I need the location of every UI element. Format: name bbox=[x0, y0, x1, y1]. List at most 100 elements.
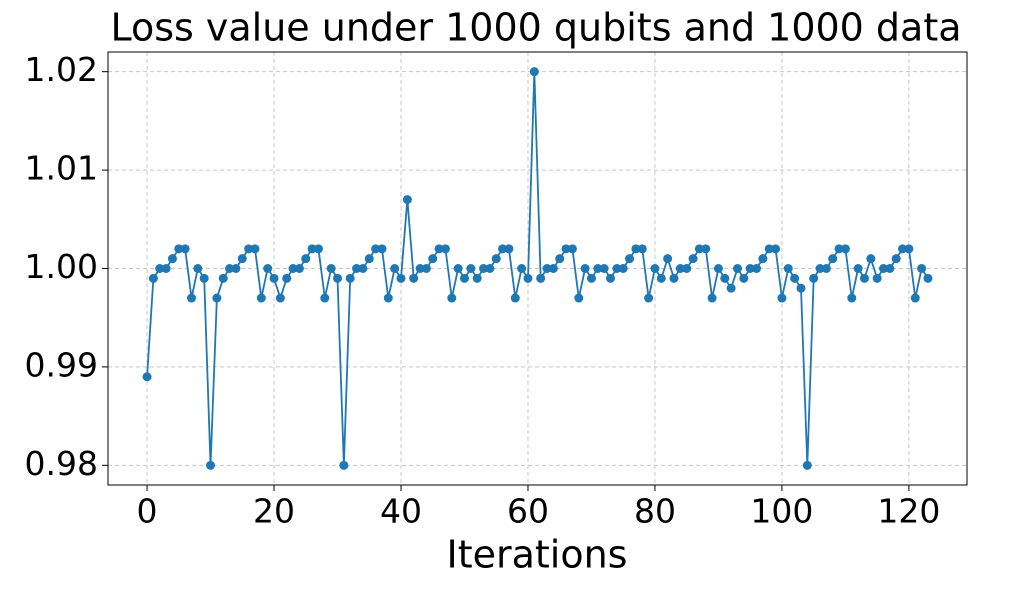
x-axis-label: Iterations bbox=[447, 533, 628, 577]
data-point bbox=[339, 460, 349, 470]
data-point bbox=[872, 273, 882, 283]
data-point bbox=[186, 293, 196, 303]
data-point bbox=[732, 264, 742, 273]
data-point bbox=[390, 264, 400, 273]
data-point bbox=[688, 254, 698, 264]
data-point bbox=[345, 273, 355, 283]
data-point bbox=[199, 273, 209, 283]
data-point bbox=[485, 264, 495, 273]
data-point bbox=[567, 244, 577, 254]
data-point bbox=[783, 264, 793, 273]
data-point bbox=[599, 264, 609, 273]
data-point bbox=[491, 254, 501, 264]
data-point bbox=[161, 264, 171, 273]
data-point bbox=[644, 293, 654, 303]
data-point bbox=[288, 264, 298, 273]
data-point bbox=[206, 460, 216, 470]
data-point bbox=[618, 264, 628, 273]
data-point bbox=[802, 460, 812, 470]
data-point bbox=[237, 254, 247, 264]
y-tick-label: 0.98 bbox=[25, 444, 98, 483]
data-point bbox=[358, 264, 368, 273]
data-point bbox=[866, 254, 876, 264]
x-tick-label: 40 bbox=[380, 492, 422, 531]
data-point bbox=[301, 254, 311, 264]
data-point bbox=[294, 264, 304, 273]
data-point bbox=[275, 293, 285, 303]
data-point bbox=[542, 264, 552, 273]
data-point bbox=[739, 273, 749, 283]
data-point bbox=[682, 264, 692, 273]
data-point bbox=[282, 273, 292, 283]
data-point bbox=[479, 264, 489, 273]
data-point bbox=[244, 244, 254, 254]
data-point bbox=[859, 273, 869, 283]
data-point bbox=[180, 244, 190, 254]
data-point bbox=[415, 264, 425, 273]
data-point bbox=[726, 283, 736, 293]
data-point bbox=[231, 264, 241, 273]
data-point bbox=[694, 244, 704, 254]
data-point bbox=[561, 244, 571, 254]
data-point bbox=[707, 293, 717, 303]
data-point bbox=[263, 264, 273, 273]
data-point bbox=[758, 254, 768, 264]
data-point bbox=[472, 273, 482, 283]
data-point bbox=[809, 273, 819, 283]
data-point bbox=[891, 254, 901, 264]
data-point bbox=[269, 273, 279, 283]
data-point bbox=[447, 293, 457, 303]
data-point bbox=[250, 244, 260, 254]
data-point bbox=[148, 273, 158, 283]
data-point bbox=[428, 254, 438, 264]
data-point bbox=[256, 293, 266, 303]
data-point bbox=[333, 273, 343, 283]
data-point bbox=[847, 293, 857, 303]
data-point bbox=[453, 264, 463, 273]
data-point bbox=[459, 273, 469, 283]
y-tick-label: 1.00 bbox=[25, 247, 98, 286]
data-point bbox=[313, 244, 323, 254]
data-point bbox=[898, 244, 908, 254]
data-point bbox=[574, 293, 584, 303]
data-point bbox=[790, 273, 800, 283]
data-point bbox=[612, 264, 622, 273]
data-point bbox=[396, 273, 406, 283]
data-point bbox=[593, 264, 603, 273]
data-line bbox=[146, 71, 929, 466]
data-point bbox=[555, 254, 565, 264]
data-point bbox=[504, 244, 514, 254]
data-point bbox=[606, 273, 616, 283]
data-point bbox=[840, 244, 850, 254]
data-point bbox=[713, 264, 723, 273]
data-point bbox=[218, 273, 228, 283]
data-point bbox=[352, 264, 362, 273]
data-point bbox=[904, 244, 914, 254]
data-point bbox=[625, 254, 635, 264]
data-point bbox=[440, 244, 450, 254]
data-point bbox=[421, 264, 431, 273]
data-point bbox=[650, 264, 660, 273]
data-point bbox=[771, 244, 781, 254]
data-point bbox=[383, 293, 393, 303]
data-point bbox=[523, 273, 533, 283]
data-point bbox=[167, 254, 177, 264]
data-point bbox=[466, 264, 476, 273]
data-point bbox=[434, 244, 444, 254]
data-point bbox=[225, 264, 235, 273]
x-tick-label: 60 bbox=[507, 492, 549, 531]
data-point bbox=[917, 264, 927, 273]
chart-title: Loss value under 1000 qubits and 1000 da… bbox=[110, 6, 961, 50]
data-point bbox=[174, 244, 184, 254]
data-point bbox=[307, 244, 317, 254]
data-point bbox=[669, 273, 679, 283]
data-point bbox=[631, 244, 641, 254]
data-point bbox=[142, 372, 152, 382]
data-point bbox=[885, 264, 895, 273]
data-point bbox=[663, 254, 673, 264]
data-point bbox=[377, 244, 387, 254]
data-point bbox=[364, 254, 374, 264]
data-point bbox=[498, 244, 508, 254]
data-point bbox=[821, 264, 831, 273]
